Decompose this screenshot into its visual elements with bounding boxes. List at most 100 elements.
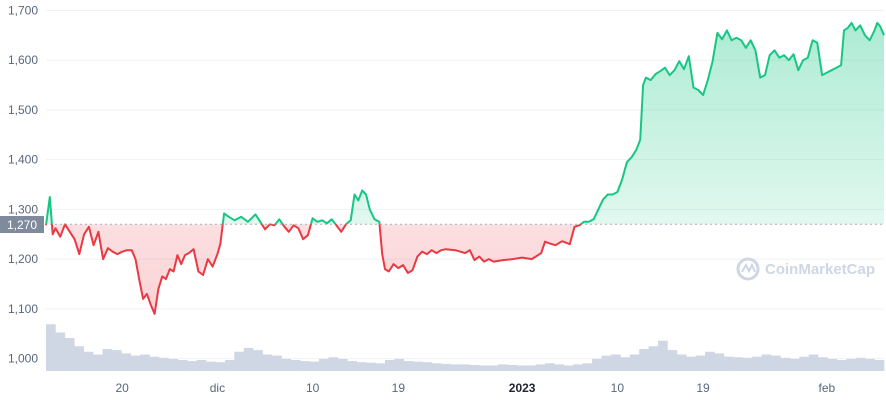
volume-bar: [780, 357, 791, 371]
volume-bar: [243, 347, 254, 371]
volume-bar: [676, 354, 687, 371]
volume-bar: [102, 349, 113, 371]
volume-bar: [639, 349, 649, 371]
volume-bar: [432, 363, 442, 371]
volume-bar: [836, 360, 847, 371]
volume-bar: [752, 356, 762, 371]
volume-bar: [422, 362, 433, 371]
area-fill-down: [46, 224, 581, 314]
volume-bar: [262, 354, 273, 371]
volume-bar: [733, 357, 744, 371]
price-line-up: [45, 21, 885, 225]
volume-bar: [140, 354, 150, 371]
volume-bar: [846, 358, 857, 371]
volume-bar: [629, 354, 640, 371]
volume-bar: [111, 350, 122, 371]
volume-bar: [83, 351, 94, 371]
price-line: [45, 21, 885, 315]
area-fill-up: [46, 22, 884, 225]
volume-bar: [328, 357, 339, 371]
price-line-down: [45, 224, 583, 315]
reference-label-box: [0, 216, 44, 233]
volume-bar: [224, 360, 235, 371]
volume-bar: [158, 357, 169, 371]
volume-bar: [648, 346, 659, 371]
volume-bar: [300, 361, 310, 371]
volume-bar: [121, 353, 132, 371]
volume-bar: [761, 354, 772, 371]
y-tick-label: 1,200: [8, 252, 38, 266]
volume-bar: [554, 364, 565, 371]
volume-bar: [215, 362, 226, 371]
volume-bar: [356, 362, 367, 371]
volume-bar: [667, 350, 678, 371]
grid-lines: [46, 9, 884, 360]
volume-bar: [705, 351, 715, 371]
x-tick-label: 19: [392, 381, 406, 395]
volume-bar: [450, 364, 461, 371]
volume-bar: [818, 357, 828, 371]
volume-bar: [375, 363, 386, 371]
x-tick-label: 10: [611, 381, 625, 395]
y-tick-label: 1,500: [8, 103, 38, 117]
y-tick-label: 1,400: [8, 153, 38, 167]
volume-bar: [695, 355, 706, 371]
x-tick-label: 2023: [509, 381, 536, 395]
volume-bar: [168, 358, 179, 371]
volume-bar: [403, 361, 414, 371]
y-tick-label: 1,100: [8, 302, 38, 316]
y-tick-label: 1,600: [8, 53, 38, 67]
x-tick-label: 10: [306, 381, 320, 395]
volume-bar: [46, 324, 56, 371]
volume-bar: [827, 358, 838, 371]
volume-bar: [808, 354, 819, 371]
watermark-logo: CoinMarketCap: [736, 257, 875, 281]
x-tick-label: 19: [696, 381, 710, 395]
volume-bar: [74, 346, 84, 371]
volume-bar: [460, 364, 471, 371]
volume-bar: [271, 355, 282, 371]
volume-bar: [789, 358, 800, 371]
volume-bar: [497, 364, 508, 371]
volume-bar: [309, 361, 320, 371]
volume-bar: [347, 361, 358, 371]
x-tick-label: feb: [819, 381, 836, 395]
volume-bar: [714, 353, 725, 371]
coinmarketcap-logo-icon: [736, 257, 760, 281]
volume-bar: [187, 361, 197, 371]
volume-bar: [337, 358, 348, 371]
price-area-fill: [46, 22, 884, 314]
volume-bar: [507, 364, 518, 371]
watermark-text: CoinMarketCap: [765, 261, 875, 278]
volume-bar: [366, 362, 376, 371]
volume-bar: [516, 365, 527, 371]
volume-bar: [469, 364, 480, 371]
volume-bar: [55, 332, 66, 371]
volume-bar: [582, 363, 593, 371]
volume-bar: [488, 365, 499, 371]
volume-bar: [319, 358, 329, 371]
coinmarketcap-logo-mark: [741, 262, 756, 274]
y-tick-label: 1,000: [8, 352, 38, 366]
x-axis-ticks: 20 dic 10 19 2023 10 19 feb: [116, 381, 836, 395]
volume-bar: [526, 365, 536, 371]
volume-bar: [742, 357, 753, 371]
volume-bar: [177, 360, 188, 371]
volume-bar: [413, 361, 423, 371]
volume-bar: [563, 365, 574, 371]
volume-bar: [394, 358, 405, 371]
volume-bar: [64, 338, 75, 371]
volume-bar: [130, 355, 141, 371]
volume-bars: [46, 324, 885, 371]
volume-bar: [874, 360, 885, 371]
volume-bar: [441, 363, 452, 371]
volume-bar: [799, 356, 809, 371]
volume-bar: [196, 360, 207, 371]
volume-bar: [479, 365, 489, 371]
y-axis-ticks: 1,000 1,100 1,200 1,300 1,400 1,500 1,600 1,700: [8, 3, 38, 365]
volume-bar: [290, 360, 301, 371]
volume-bar: [610, 354, 621, 371]
volume-bar: [658, 340, 668, 371]
y-tick-label: 1,300: [8, 202, 38, 216]
